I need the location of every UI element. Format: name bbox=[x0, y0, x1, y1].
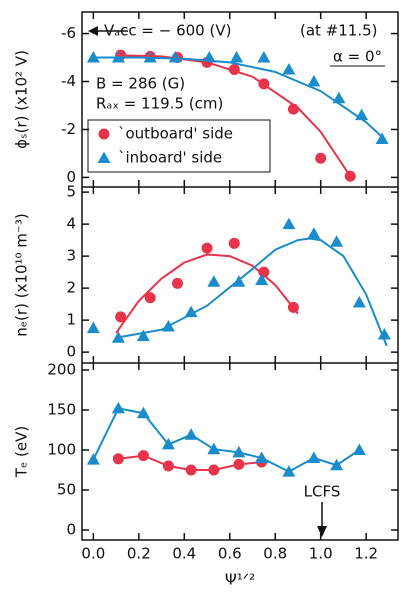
x-tick-label: 0.6 bbox=[218, 545, 242, 563]
series-line bbox=[115, 237, 388, 347]
y-axis-label: Tₑ (eV) bbox=[13, 426, 31, 478]
annotation-arrow-head bbox=[88, 26, 98, 36]
data-point bbox=[232, 445, 246, 458]
series-line bbox=[116, 54, 352, 177]
y-tick-label: -6 bbox=[61, 24, 76, 42]
x-tick-label: 0.2 bbox=[127, 545, 151, 563]
annotation: B = 286 (G) bbox=[96, 75, 185, 93]
data-point bbox=[136, 406, 150, 419]
data-point bbox=[352, 296, 366, 308]
legend-label: `inboard' side bbox=[118, 149, 222, 167]
data-point bbox=[282, 465, 296, 477]
y-axis-label: nₑ(r) (x10¹⁰ m⁻³) bbox=[13, 213, 31, 336]
data-point bbox=[86, 453, 100, 465]
data-point bbox=[144, 292, 156, 304]
data-point bbox=[257, 51, 271, 63]
y-tick-label: -2 bbox=[61, 120, 76, 138]
data-point bbox=[137, 450, 149, 462]
data-point bbox=[233, 458, 245, 470]
y-tick-label: 3 bbox=[66, 247, 76, 265]
annotation: Rₐₓ = 119.5 (cm) bbox=[96, 95, 223, 113]
y-tick-label: 0 bbox=[66, 343, 76, 361]
x-tick-label: 1.0 bbox=[309, 545, 333, 563]
data-point bbox=[207, 275, 221, 287]
data-point bbox=[171, 277, 183, 289]
data-point bbox=[168, 51, 182, 63]
data-point bbox=[86, 321, 100, 334]
y-tick-label: 200 bbox=[47, 361, 76, 379]
legend-box bbox=[87, 119, 271, 173]
data-point bbox=[230, 51, 244, 63]
data-point bbox=[330, 458, 344, 471]
data-point bbox=[307, 227, 321, 239]
data-point bbox=[184, 428, 198, 440]
data-point bbox=[161, 437, 175, 450]
y-tick-label: 5 bbox=[66, 183, 76, 201]
data-point bbox=[352, 443, 366, 455]
data-point bbox=[282, 217, 296, 230]
annotation: Vₐcc = − 600 (V) bbox=[104, 22, 231, 40]
x-tick-label: 0.8 bbox=[263, 545, 287, 563]
data-point bbox=[307, 451, 321, 463]
legend-marker bbox=[98, 128, 110, 140]
data-point bbox=[184, 305, 198, 318]
data-point bbox=[207, 442, 221, 455]
y-tick-label: 0 bbox=[66, 521, 76, 539]
series-line bbox=[115, 253, 299, 334]
legend-marker bbox=[97, 151, 111, 163]
data-point bbox=[162, 460, 174, 472]
data-point bbox=[208, 464, 220, 476]
data-point bbox=[201, 242, 213, 254]
data-point bbox=[255, 273, 269, 286]
data-point bbox=[255, 451, 269, 463]
series-line bbox=[93, 56, 386, 140]
legend-label: `outboard' side bbox=[118, 125, 233, 143]
annotation: LCFS bbox=[304, 483, 341, 501]
annotation-arrow-head bbox=[317, 526, 327, 537]
y-axis-label: ϕₛ(r) (x10² V) bbox=[13, 50, 31, 149]
data-point bbox=[377, 328, 391, 340]
x-tick-label: 0.4 bbox=[172, 545, 196, 563]
data-point bbox=[307, 75, 321, 87]
x-tick-label: 0.0 bbox=[81, 545, 105, 563]
plot-frame bbox=[81, 11, 399, 541]
data-point bbox=[136, 329, 150, 342]
data-point bbox=[228, 237, 240, 249]
x-tick-label: 1.2 bbox=[354, 545, 378, 563]
data-point bbox=[111, 401, 125, 414]
y-tick-label: 0 bbox=[66, 168, 76, 186]
data-point bbox=[185, 464, 197, 476]
y-tick-label: -4 bbox=[61, 72, 76, 90]
y-tick-label: 1 bbox=[66, 311, 76, 329]
annotation: α = 0° bbox=[333, 48, 382, 66]
y-tick-label: 100 bbox=[47, 441, 76, 459]
y-tick-label: 4 bbox=[66, 215, 76, 233]
y-tick-label: 150 bbox=[47, 401, 76, 419]
x-axis-label: Ψ¹ᐟ² bbox=[225, 571, 255, 589]
data-point bbox=[315, 152, 327, 164]
y-tick-label: 50 bbox=[57, 481, 76, 499]
data-point bbox=[330, 235, 344, 247]
annotation: (at #11.5) bbox=[300, 22, 378, 40]
data-point bbox=[282, 63, 296, 75]
y-tick-label: 2 bbox=[66, 279, 76, 297]
data-point bbox=[115, 311, 127, 323]
data-point bbox=[112, 453, 124, 465]
